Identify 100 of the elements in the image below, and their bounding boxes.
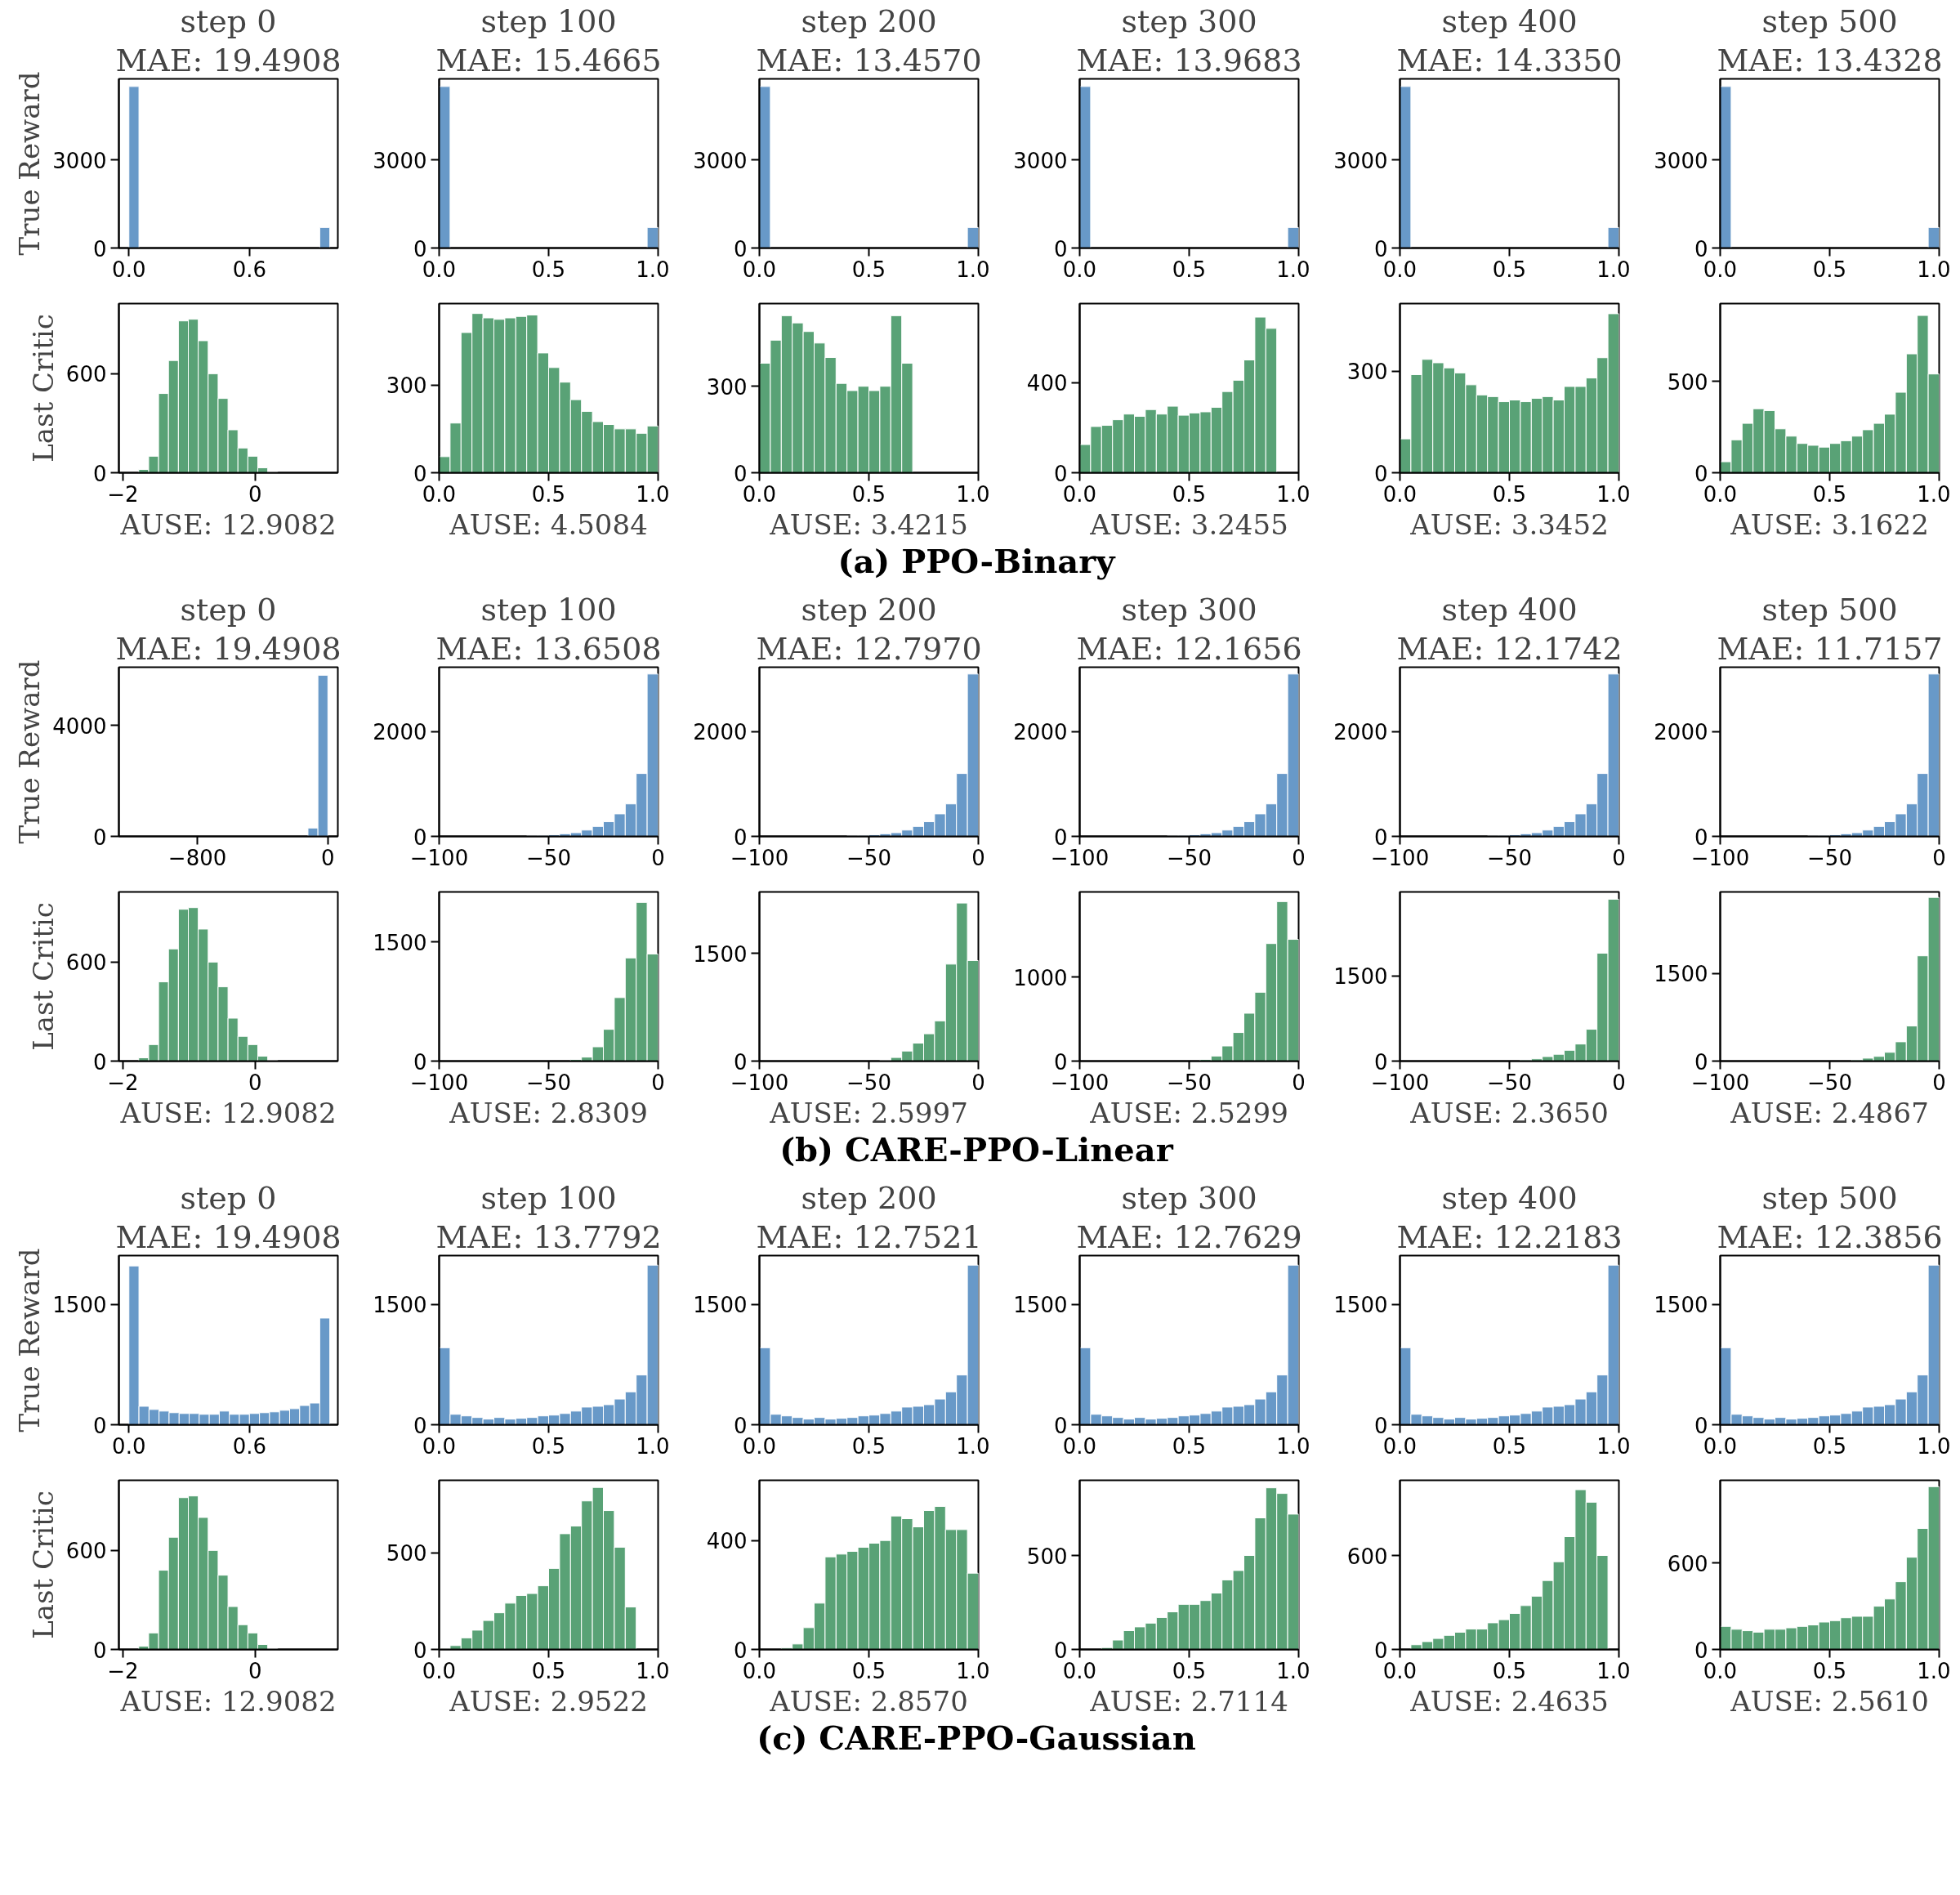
x-tick-label: 0.6 <box>232 257 266 282</box>
x-axis-title: AUSE: 2.4635 <box>1409 1684 1609 1718</box>
x-axis-title: AUSE: 2.8570 <box>769 1684 968 1718</box>
chart-title: step 200 <box>801 1179 937 1216</box>
x-axis-title: AUSE: 2.3650 <box>1409 1096 1609 1129</box>
chart-subtitle: MAE: 19.4908 <box>115 1218 342 1255</box>
x-axis-title: AUSE: 12.9082 <box>119 507 337 541</box>
x-tick-label: 1.0 <box>1596 1658 1631 1683</box>
y-tick-label: 500 <box>1667 369 1708 395</box>
x-tick-label: 0.5 <box>531 481 566 507</box>
y-axis-title: True Reward <box>13 71 47 256</box>
x-tick-label: 0.5 <box>1172 1433 1207 1459</box>
y-tick-label: 300 <box>706 374 748 400</box>
chart-title: step 500 <box>1761 1179 1898 1216</box>
x-axis-title: AUSE: 2.4867 <box>1730 1096 1929 1129</box>
chart-subtitle: MAE: 13.9683 <box>1076 42 1302 78</box>
x-tick-label: 0 <box>651 1070 665 1095</box>
chart-title: step 500 <box>1761 2 1898 39</box>
y-tick-label: 1500 <box>1333 964 1388 990</box>
x-tick-label: 1.0 <box>1917 481 1951 507</box>
x-tick-label: −50 <box>1167 1070 1212 1095</box>
x-tick-label: 0 <box>1292 1070 1306 1095</box>
x-tick-label: 0.5 <box>851 1433 886 1459</box>
y-tick-label: 2000 <box>1013 720 1068 745</box>
chart-subtitle: MAE: 13.6508 <box>435 630 662 667</box>
x-axis-title: AUSE: 2.5997 <box>769 1096 968 1129</box>
x-axis-title: AUSE: 4.5084 <box>449 507 648 541</box>
chart-title: step 300 <box>1121 1179 1257 1216</box>
y-tick-label: 3000 <box>693 148 748 173</box>
y-tick-label: 600 <box>65 950 107 976</box>
y-tick-label: 3000 <box>52 148 107 173</box>
x-tick-label: −50 <box>526 1070 571 1095</box>
y-tick-label: 2000 <box>1333 720 1388 745</box>
y-tick-label: 500 <box>1026 1544 1068 1569</box>
y-tick-label: 1500 <box>1654 1293 1708 1318</box>
text: (c) CARE-PPO-Gaussian <box>757 1718 1196 1758</box>
chart-title: step 0 <box>180 591 277 628</box>
x-tick-label: 0.5 <box>1492 1658 1527 1683</box>
x-tick-label: 1.0 <box>956 481 990 507</box>
x-tick-label: 0 <box>1932 845 1946 870</box>
x-tick-label: 1.0 <box>1276 1433 1310 1459</box>
x-tick-label: 1.0 <box>636 257 670 282</box>
x-tick-label: 1.0 <box>1917 1658 1951 1683</box>
y-tick-label: 300 <box>386 373 427 399</box>
x-tick-label: −2 <box>107 1658 139 1683</box>
chart-subtitle: MAE: 12.1742 <box>1396 630 1623 667</box>
y-axis-title: Last Critic <box>26 1491 60 1640</box>
chart-subtitle: MAE: 19.4908 <box>115 42 342 78</box>
y-axis-title: Last Critic <box>26 902 60 1051</box>
y-tick-label: 1500 <box>52 1293 107 1318</box>
x-tick-label: 1.0 <box>956 1658 990 1683</box>
y-tick-label: 600 <box>65 362 107 387</box>
x-tick-label: 0 <box>651 845 665 870</box>
x-tick-label: 1.0 <box>636 1433 670 1459</box>
x-tick-label: 0 <box>1612 845 1626 870</box>
chart-subtitle: MAE: 13.4570 <box>756 42 982 78</box>
y-tick-label: 1500 <box>373 1293 427 1318</box>
x-tick-label: 1.0 <box>956 1433 990 1459</box>
y-tick-label: 1500 <box>1333 1293 1388 1318</box>
chart-subtitle: MAE: 12.1656 <box>1076 630 1302 667</box>
x-tick-label: 0 <box>1292 845 1306 870</box>
y-tick-label: 600 <box>1667 1551 1708 1576</box>
y-tick-label: 400 <box>706 1529 748 1554</box>
x-tick-label: 1.0 <box>1917 1433 1951 1459</box>
chart-title: step 500 <box>1761 591 1898 628</box>
x-tick-label: 1.0 <box>1596 1433 1631 1459</box>
x-tick-label: 0.0 <box>112 1433 146 1459</box>
x-tick-label: 0 <box>248 481 262 507</box>
y-tick-label: 1500 <box>693 1293 748 1318</box>
chart-subtitle: MAE: 19.4908 <box>115 630 342 667</box>
x-tick-label: 1.0 <box>956 257 990 282</box>
x-tick-label: −50 <box>846 845 891 870</box>
y-tick-label: 0 <box>92 1413 107 1438</box>
x-axis-title: AUSE: 2.8309 <box>449 1096 648 1129</box>
x-tick-label: 0 <box>321 845 335 870</box>
x-axis-title: AUSE: 3.4215 <box>769 507 968 541</box>
chart-subtitle: MAE: 11.7157 <box>1717 630 1943 667</box>
y-tick-label: 3000 <box>373 148 427 173</box>
chart-title: step 0 <box>180 2 277 39</box>
y-tick-label: 400 <box>1026 371 1068 396</box>
x-tick-label: −2 <box>107 481 139 507</box>
chart-subtitle: MAE: 13.4328 <box>1717 42 1943 78</box>
y-tick-label: 1500 <box>373 931 427 955</box>
x-axis-title: AUSE: 2.5610 <box>1730 1684 1929 1718</box>
x-tick-label: 0.5 <box>1812 257 1847 282</box>
y-tick-label: 0 <box>92 461 107 486</box>
chart-title: step 400 <box>1441 2 1578 39</box>
chart-subtitle: MAE: 12.7970 <box>756 630 982 667</box>
x-tick-label: 1.0 <box>1276 1658 1310 1683</box>
x-tick-label: 0.5 <box>851 257 886 282</box>
x-axis-title: AUSE: 2.5299 <box>1089 1096 1288 1129</box>
text: (a) PPO-Binary <box>837 542 1115 580</box>
x-tick-label: 0.5 <box>531 257 566 282</box>
x-tick-label: 0.0 <box>112 257 146 282</box>
y-tick-label: 0 <box>92 236 107 261</box>
chart-title: step 200 <box>801 2 937 39</box>
x-tick-label: −800 <box>167 845 227 870</box>
x-tick-label: 0.5 <box>851 1658 886 1683</box>
chart-subtitle: MAE: 15.4665 <box>435 42 662 78</box>
x-tick-label: 0.5 <box>851 481 886 507</box>
